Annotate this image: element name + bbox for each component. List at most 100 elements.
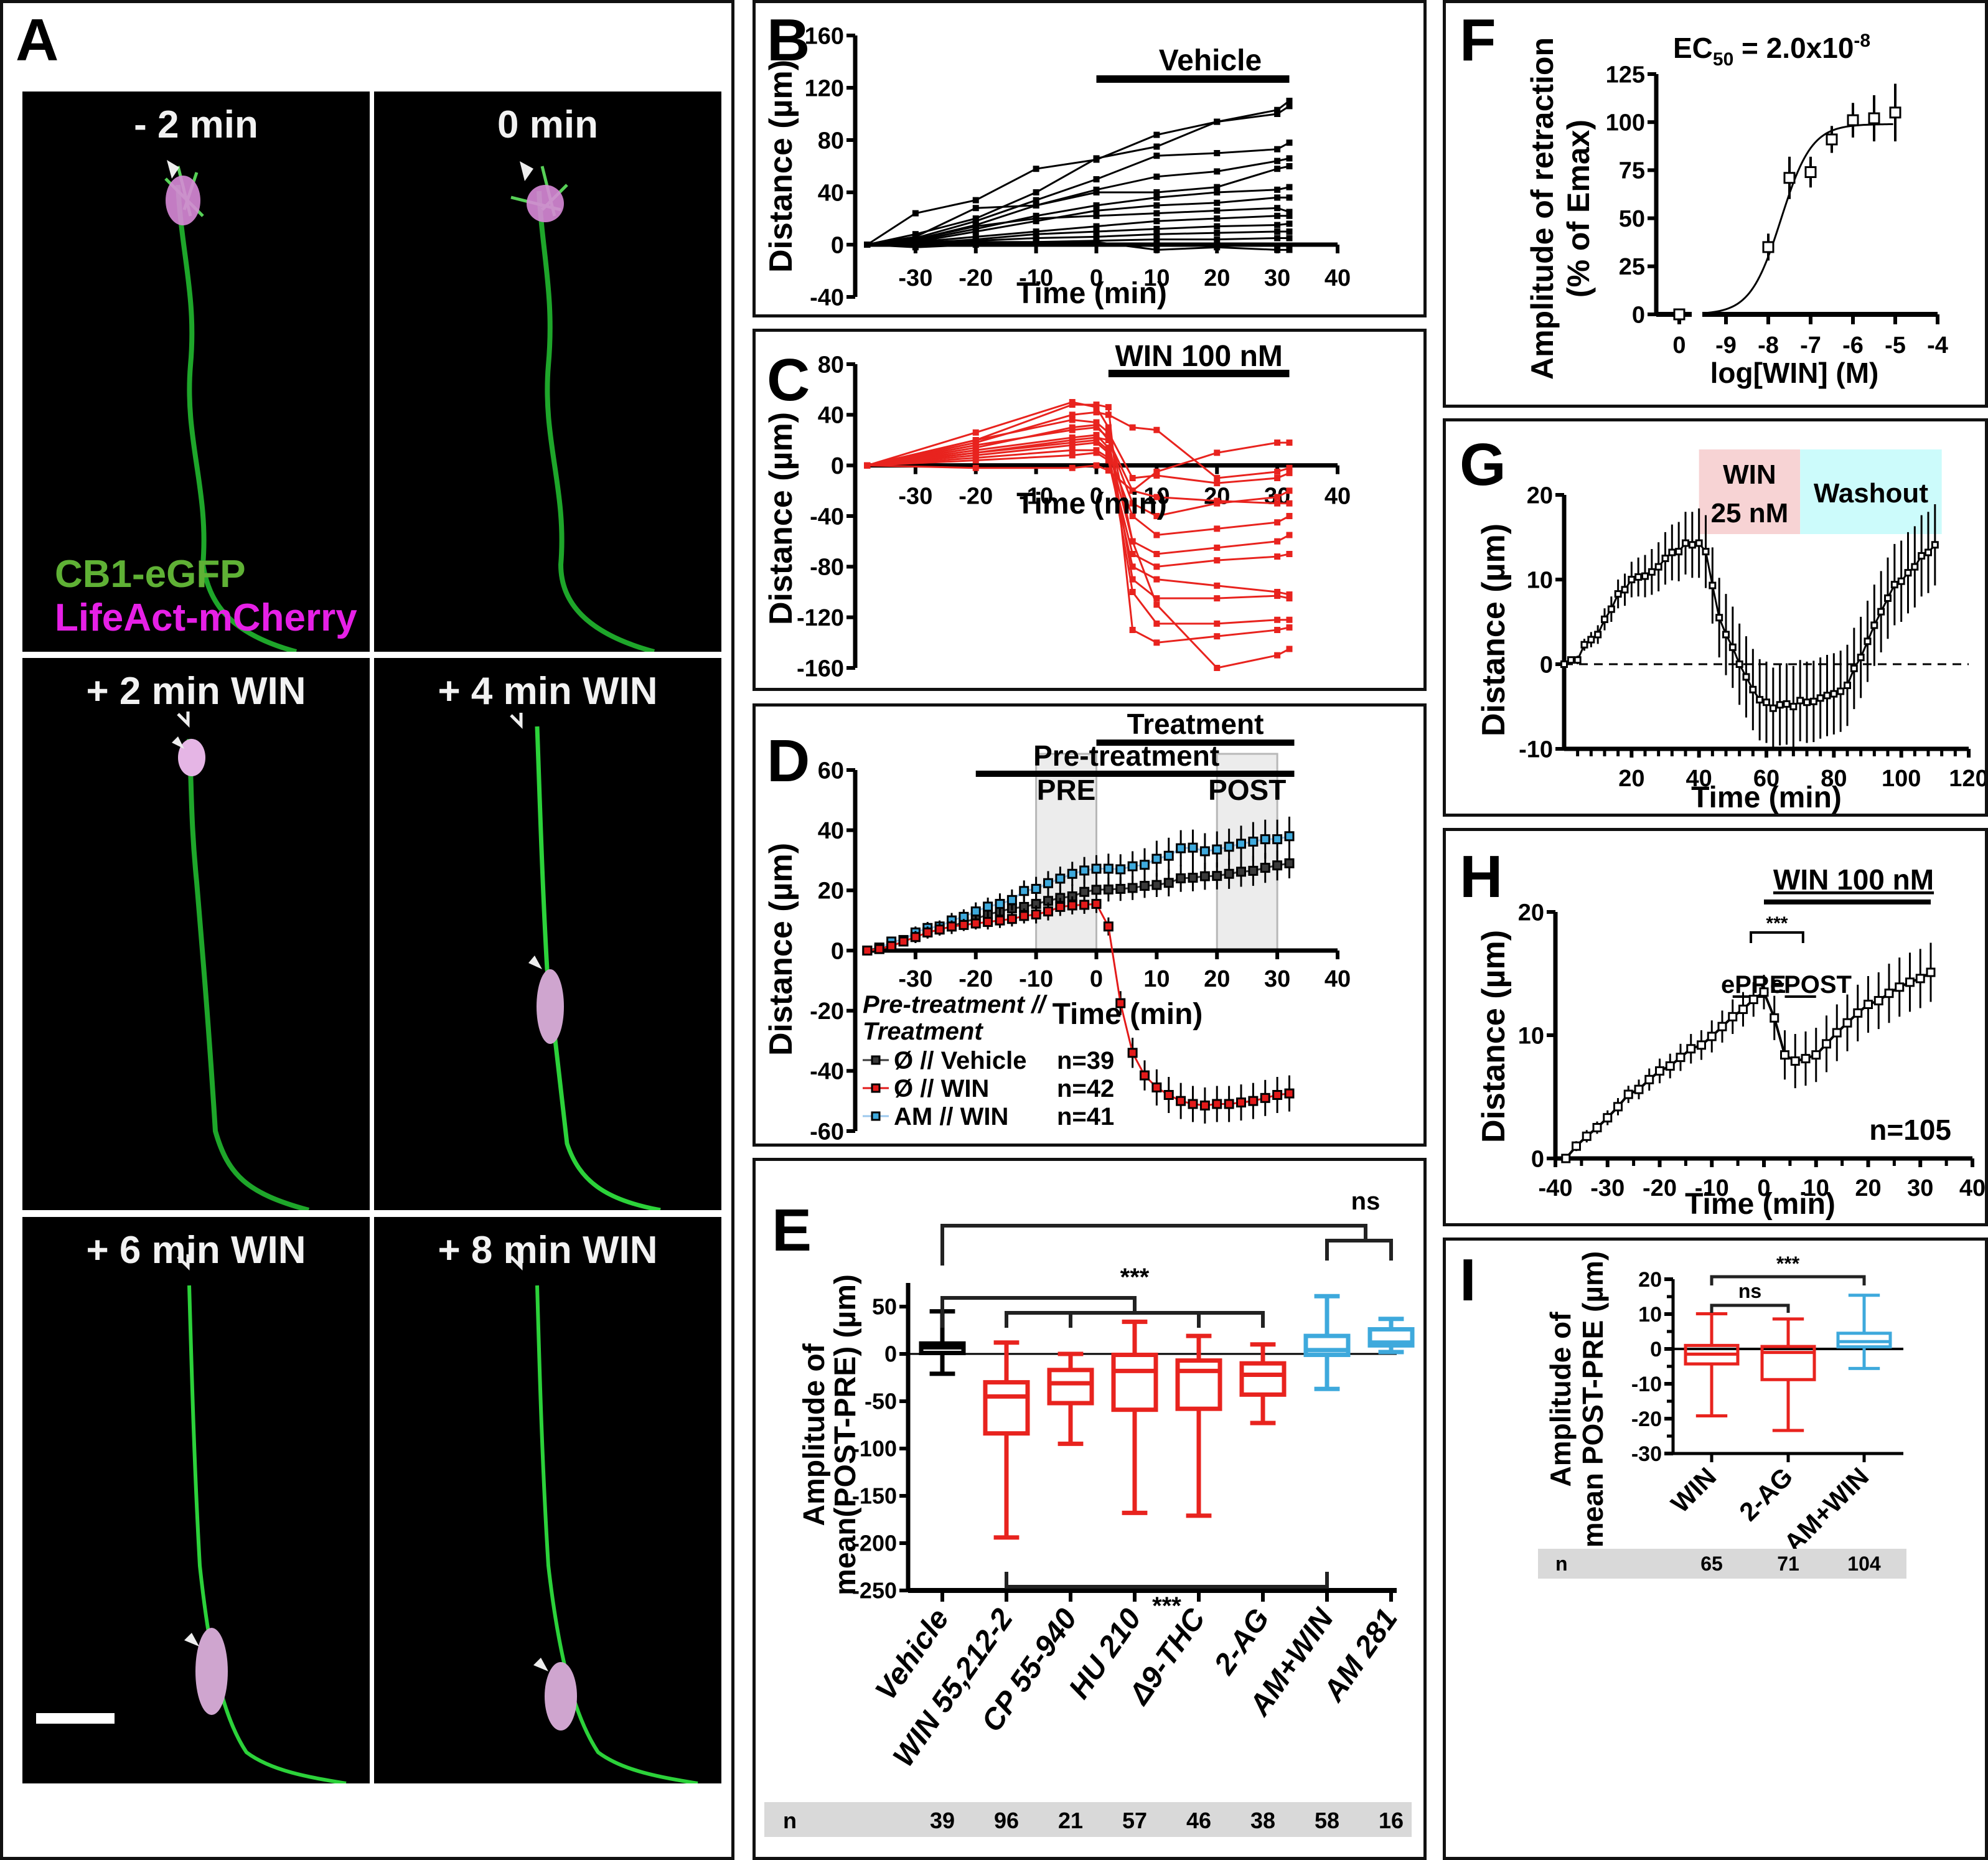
data-point xyxy=(1613,1102,1623,1112)
neuron-image xyxy=(172,712,310,1210)
trace-point xyxy=(1286,212,1293,219)
box xyxy=(1111,1353,1158,1412)
x-tick-label: 30 xyxy=(1264,265,1290,291)
y-axis-title: Distance (µm) xyxy=(1476,524,1512,736)
trace-point xyxy=(1129,475,1136,481)
trace-point xyxy=(1274,146,1281,153)
channel-label-lifeact: LifeAct-mCherry xyxy=(55,596,357,639)
series-point xyxy=(1019,886,1029,896)
trace-point xyxy=(1093,202,1100,209)
legend-n: n=42 xyxy=(1057,1075,1114,1102)
micrograph-frame-4: + 4 min WIN xyxy=(374,658,721,1210)
data-point xyxy=(1655,1066,1664,1076)
sig-label: *** xyxy=(1120,1264,1150,1291)
trace-point xyxy=(1153,210,1160,217)
pre-window-shade xyxy=(1035,753,1097,952)
series-point xyxy=(1103,921,1114,932)
y-tick-label: 60 xyxy=(818,758,844,784)
x-tick-label: -40 xyxy=(1539,1175,1573,1201)
data-point xyxy=(1707,1031,1717,1041)
trace-point xyxy=(1274,500,1281,507)
trace-point xyxy=(912,210,919,217)
y-tick-label: 0 xyxy=(1540,652,1553,678)
ec50-annotation: EC50 = 2.0x10-8 xyxy=(1673,31,1870,70)
trace-point xyxy=(1153,494,1160,500)
trace-point xyxy=(1214,184,1221,190)
box xyxy=(1175,1358,1222,1411)
series-point xyxy=(1079,865,1090,876)
n-label: n=105 xyxy=(1869,1114,1951,1146)
data-point xyxy=(1722,631,1730,639)
trace-point xyxy=(1069,447,1076,454)
data-point xyxy=(1709,581,1717,589)
trace-point xyxy=(1129,589,1136,595)
trace-point xyxy=(972,205,979,212)
data-point xyxy=(1780,1050,1789,1060)
x-tick-label: 40 xyxy=(1325,265,1351,291)
trace-point xyxy=(1286,595,1293,602)
x-tick-label: 10 xyxy=(1143,265,1170,291)
trace-point xyxy=(1153,202,1160,209)
trace-point xyxy=(1105,467,1112,474)
series-point xyxy=(1260,863,1270,873)
data-point xyxy=(1742,673,1750,681)
y-tick-label: -250 xyxy=(852,1578,897,1604)
trace-point xyxy=(972,242,979,248)
trace-point xyxy=(1069,399,1076,405)
data-point xyxy=(1607,605,1615,613)
series-point xyxy=(898,936,909,947)
x-tick-label: 10 xyxy=(1803,1175,1829,1201)
y-tick-label: 10 xyxy=(1638,1303,1662,1327)
frame-time-label: 0 min xyxy=(497,103,598,146)
series-point xyxy=(1163,878,1174,888)
data-point xyxy=(1850,664,1858,672)
sig-label: ns xyxy=(1738,1280,1761,1302)
channel-label-cb1: CB1-eGFP xyxy=(55,553,246,596)
trace-point xyxy=(1274,652,1281,659)
series-line xyxy=(1564,542,1936,710)
series-point xyxy=(995,915,1005,926)
trace-point xyxy=(1093,155,1100,162)
data-point xyxy=(1614,590,1622,598)
y-tick-label: -200 xyxy=(852,1531,897,1556)
series-point xyxy=(983,917,993,928)
series-point xyxy=(1091,899,1102,909)
trace-line xyxy=(867,451,1290,596)
trace-point xyxy=(1214,595,1221,602)
series-point xyxy=(1284,831,1295,842)
data-point xyxy=(1877,608,1885,616)
data-point xyxy=(1634,573,1643,581)
x-tick-label: -20 xyxy=(959,966,993,992)
data-point xyxy=(1717,1022,1727,1031)
trace-point xyxy=(972,457,979,464)
trace-point xyxy=(1093,238,1100,245)
trace-point xyxy=(1093,431,1100,438)
trace-point xyxy=(1274,235,1281,242)
n-value: 104 xyxy=(1847,1552,1881,1575)
n-row-bar xyxy=(764,1802,1412,1837)
data-point xyxy=(1889,106,1901,119)
epost-label: ePOST xyxy=(1770,971,1852,998)
y-tick-label: 10 xyxy=(1527,567,1553,593)
x-axis-title: log[WIN] (M) xyxy=(1710,357,1879,389)
y-tick-label: 20 xyxy=(818,878,844,904)
trace-point xyxy=(1214,497,1221,504)
sig-bracket xyxy=(940,1224,1367,1266)
trace-point xyxy=(1286,513,1293,519)
x-tick-label: -7 xyxy=(1800,332,1821,359)
y-tick-label: -60 xyxy=(810,1119,844,1144)
series-point xyxy=(1115,883,1126,894)
series-point xyxy=(1199,846,1210,857)
y-tick-label: -20 xyxy=(1631,1407,1662,1431)
x-tick-label: 0 xyxy=(1672,332,1686,359)
trace-point xyxy=(1286,464,1293,471)
trace-point xyxy=(1214,620,1221,627)
series-point xyxy=(1006,914,1017,924)
y-tick-label: 40 xyxy=(818,818,844,844)
panel-a: A - 2 min CB1-eGFP LifeAct-mCherry 0 min… xyxy=(0,0,734,1860)
trace-point xyxy=(1214,207,1221,214)
data-point xyxy=(1697,1040,1706,1050)
trace-point xyxy=(1033,197,1039,204)
trace-point xyxy=(1129,424,1136,431)
series-point xyxy=(1284,858,1295,868)
